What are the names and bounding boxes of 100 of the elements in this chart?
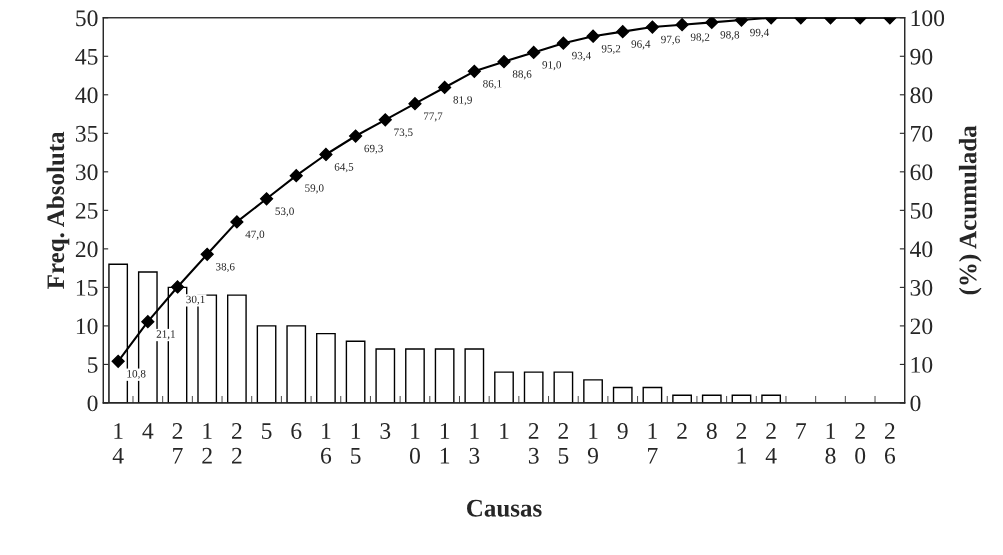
x-tick-label: 23: [528, 423, 539, 464]
point: [616, 25, 630, 39]
y2-tick-label: 0: [910, 395, 921, 412]
bar: [434, 348, 455, 403]
x-tick-label: 26: [884, 423, 896, 464]
x-tick-label: 2: [677, 423, 687, 439]
x-tick-label: 10: [409, 423, 420, 464]
x-axis-title: Causas: [467, 499, 542, 517]
data-label: 21,1: [156, 330, 175, 340]
bar: [286, 325, 307, 403]
y-tick-label: 25: [75, 202, 98, 219]
y-tick-label: 10: [76, 318, 98, 335]
data-label: 98,2: [690, 33, 710, 43]
x-tick-label: 6: [291, 423, 302, 439]
y-tick-label: 15: [76, 279, 98, 296]
x-tick-label: 14: [112, 423, 124, 464]
y-tick-label: 0: [87, 395, 98, 412]
point: [438, 80, 452, 95]
data-label: 47,0: [245, 230, 265, 240]
y2-tick-label: 80: [910, 87, 933, 104]
x-tick-label: 9: [617, 423, 628, 439]
y2-tick-label: 100: [911, 10, 945, 27]
x-tick-label: 19: [587, 423, 598, 464]
x-tick-label: 20: [855, 423, 866, 464]
x-tick-label: 25: [558, 423, 569, 464]
y2-tick-label: 50: [910, 202, 933, 219]
point: [141, 315, 155, 329]
point: [467, 64, 481, 78]
bar: [523, 371, 544, 403]
bar: [464, 348, 485, 403]
bar: [583, 379, 603, 403]
x-tick-label: 12: [202, 423, 212, 464]
x-tick-label: 1: [500, 423, 509, 439]
point: [408, 97, 422, 111]
data-label: 38,6: [216, 262, 235, 273]
x-tick-label: 18: [825, 423, 836, 464]
bar: [405, 348, 425, 403]
point: [111, 354, 125, 368]
y-tick-label: 20: [75, 241, 98, 258]
point: [319, 147, 333, 162]
point: [705, 17, 719, 29]
data-label: 30,1: [186, 295, 205, 305]
x-tick-label: 17: [648, 423, 658, 464]
bar: [642, 386, 663, 403]
bar: [256, 325, 277, 403]
y-tick-label: 40: [75, 87, 98, 104]
y2-tick-label: 30: [910, 279, 933, 296]
y-tick-label: 30: [75, 164, 98, 181]
x-tick-label: 4: [142, 423, 154, 439]
data-label: 59,0: [305, 184, 324, 194]
y2-tick-label: 40: [910, 241, 933, 258]
x-tick-label: 3: [380, 423, 391, 439]
point: [675, 18, 689, 32]
data-label: 73,5: [394, 128, 413, 138]
point: [349, 129, 363, 143]
data-label: 53,0: [275, 207, 294, 217]
x-tick-label: 21: [736, 423, 747, 464]
y2-tick-label: 60: [910, 164, 933, 181]
point: [170, 280, 185, 294]
bar: [494, 371, 514, 403]
x-tick-label: 5: [262, 423, 272, 439]
x-tick-label: 22: [232, 423, 242, 464]
data-label: 69,3: [364, 144, 383, 154]
data-label: 81,9: [453, 96, 472, 106]
x-tick-label: 24: [765, 423, 777, 464]
data-label: 86,1: [483, 79, 502, 90]
x-tick-label: 13: [469, 423, 480, 464]
point: [200, 247, 214, 261]
data-label: 95,2: [601, 44, 621, 54]
bar: [226, 294, 247, 403]
y-tick-label: 5: [88, 357, 98, 373]
data-label: 91,0: [542, 61, 562, 71]
data-label: 96,4: [631, 40, 651, 50]
data-label: 77,7: [424, 112, 443, 122]
point: [289, 169, 303, 183]
x-tick-label: 15: [351, 423, 361, 464]
point: [586, 29, 600, 43]
point: [527, 45, 541, 60]
y-tick-label: 50: [76, 10, 98, 27]
point: [556, 36, 570, 50]
data-label: 99,4: [750, 28, 770, 38]
point: [259, 192, 274, 206]
data-label: 10,8: [127, 369, 146, 380]
bar: [375, 348, 396, 403]
y2-tick-label: 90: [910, 48, 933, 65]
bar: [345, 340, 366, 403]
x-tick-label: 11: [440, 423, 450, 464]
x-tick-label: 8: [706, 423, 717, 439]
data-label: 98,8: [720, 31, 740, 41]
y-tick-label: 35: [75, 125, 98, 142]
x-tick-label: 27: [172, 423, 183, 464]
y2-tick-label: 70: [911, 125, 933, 142]
y2-tick-label: 10: [911, 356, 933, 373]
data-label: 88,6: [512, 70, 532, 80]
data-label: 93,4: [572, 51, 591, 61]
point: [497, 55, 511, 69]
point: [230, 215, 244, 229]
point: [645, 20, 660, 34]
data-label: 64,5: [334, 163, 354, 173]
x-tick-label: 7: [796, 423, 807, 439]
